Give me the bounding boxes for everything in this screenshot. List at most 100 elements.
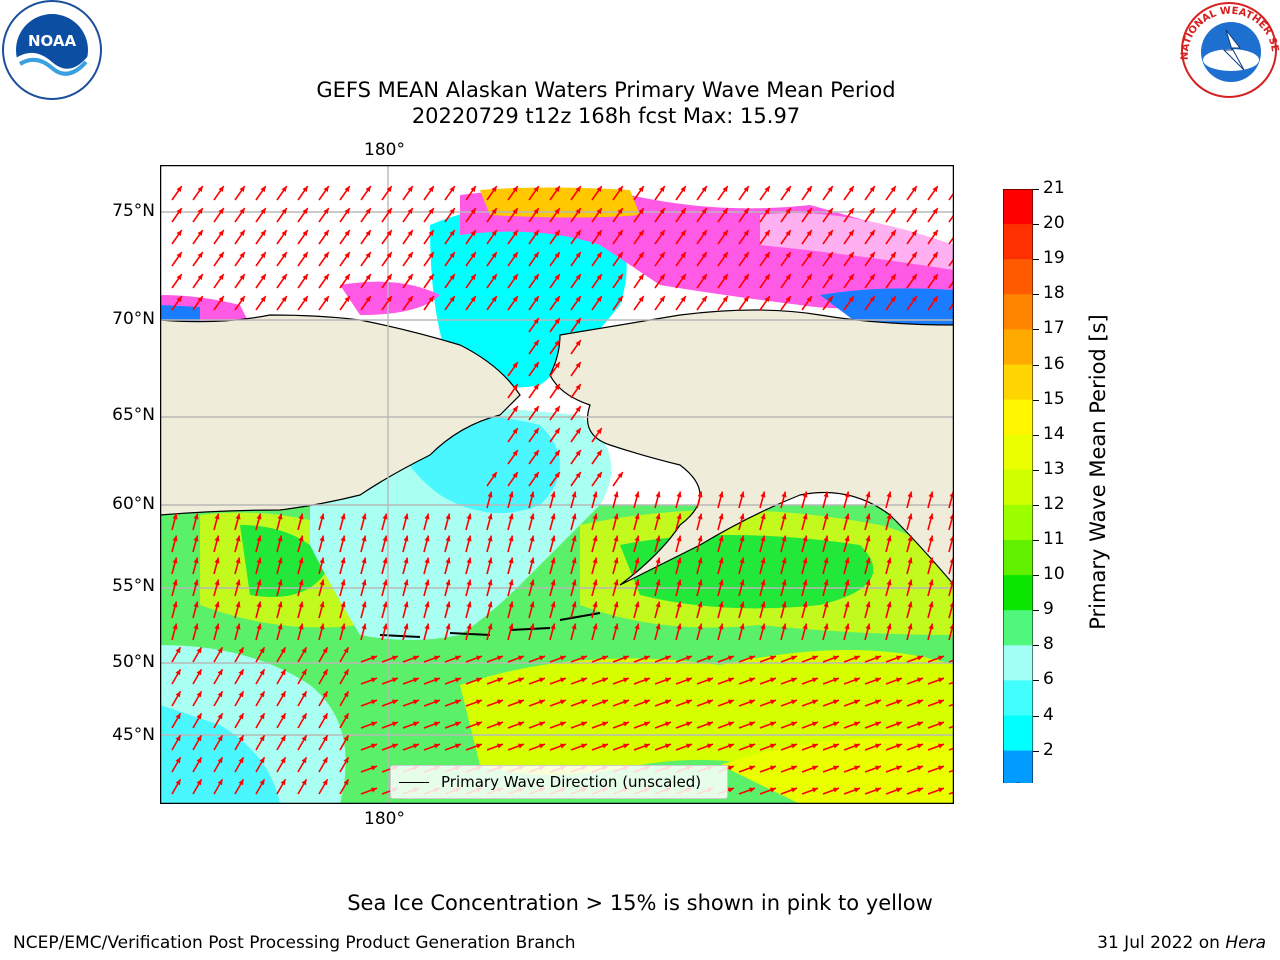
wave-arrow-head: [833, 743, 839, 749]
wave-arrow-head: [890, 274, 896, 280]
wave-arrow-head: [319, 579, 325, 586]
wave-arrow-head: [785, 296, 791, 302]
colorbar-segment: [1003, 399, 1033, 436]
wave-arrow-head: [175, 669, 181, 676]
wave-arrow-head: [865, 535, 871, 542]
wave-arrow-head: [917, 699, 923, 705]
wave-arrow-head: [854, 743, 860, 749]
wave-arrow-head: [487, 601, 493, 608]
wave-arrow-head: [449, 252, 455, 258]
wave-arrow-head: [428, 296, 434, 302]
wave-arrow-head: [739, 601, 745, 608]
wave-arrow-head: [911, 274, 917, 280]
wave-arrow-head: [424, 579, 430, 586]
wave-arrow-head: [823, 557, 829, 564]
wave-arrow-head: [434, 655, 440, 661]
wave-arrow-head: [686, 677, 692, 683]
wave-arrow-head: [575, 406, 581, 412]
wave-arrow-head: [497, 743, 503, 749]
wave-arrow-head: [686, 743, 692, 749]
wave-arrow-head: [596, 450, 602, 456]
wave-direction-arrows: [171, 185, 954, 795]
wave-arrow-head: [428, 186, 434, 192]
wave-arrow-head: [634, 557, 640, 564]
wave-arrow-head: [655, 623, 661, 630]
wave-arrow-head: [196, 757, 202, 764]
wave-arrow-head: [785, 274, 791, 280]
wave-arrow-head: [907, 513, 913, 520]
wave-arrow-head: [833, 765, 839, 771]
wave-arrow-head: [497, 721, 503, 727]
wave-arrow-head: [533, 186, 539, 192]
wave-arrow: [948, 725, 954, 729]
wave-arrow-head: [749, 677, 755, 683]
wave-arrow-head: [277, 557, 283, 564]
wave-arrow-head: [575, 472, 581, 478]
wave-arrow-head: [518, 677, 524, 683]
wave-arrow-head: [560, 677, 566, 683]
wave-arrow-head: [743, 230, 749, 236]
wave-arrow-head: [928, 513, 934, 520]
wave-arrow-head: [518, 721, 524, 727]
wave-arrow-head: [301, 647, 307, 654]
wave-arrow-head: [781, 557, 787, 564]
colorbar-tick-mark: [1033, 575, 1039, 577]
wave-arrow-head: [844, 601, 850, 608]
wave-arrow-head: [386, 230, 392, 236]
wave-arrow-head: [322, 779, 328, 786]
colorbar-tick-mark: [1033, 469, 1039, 471]
wave-arrow-head: [382, 623, 388, 630]
wave-arrow-head: [518, 655, 524, 661]
wave-arrow-head: [575, 208, 581, 214]
wave-arrow-head: [554, 450, 560, 456]
wave-arrow-head: [596, 208, 602, 214]
wave-arrow-head: [896, 721, 902, 727]
wave-arrow-head: [172, 513, 178, 520]
colorbar-tick-label: 21: [1043, 178, 1065, 198]
wave-arrow-head: [848, 186, 854, 192]
wave-arrow-head: [175, 757, 181, 764]
wave-arrow-head: [623, 721, 629, 727]
wave-arrow-head: [728, 787, 734, 793]
wave-arrow-head: [529, 535, 535, 542]
wave-arrow-head: [575, 318, 581, 324]
wave-arrow-head: [875, 787, 881, 793]
wave-arrow-head: [728, 765, 734, 771]
wave-arrow-head: [424, 557, 430, 564]
wave-arrow-head: [428, 230, 434, 236]
wave-arrow-head: [865, 557, 871, 564]
wave-arrow-head: [508, 601, 514, 608]
wave-arrow-head: [718, 491, 724, 498]
colorbar-tick-mark: [1033, 329, 1039, 331]
wave-arrow-head: [476, 677, 482, 683]
wave-arrow-head: [644, 655, 650, 661]
wave-arrow-head: [722, 208, 728, 214]
wave-arrow-head: [434, 699, 440, 705]
wave-arrow-head: [592, 579, 598, 586]
wave-arrow-head: [938, 743, 944, 749]
wave-arrow-head: [890, 230, 896, 236]
wave-arrow-head: [823, 513, 829, 520]
colorbar-tick-mark: [1033, 715, 1039, 717]
wave-arrow-head: [319, 557, 325, 564]
wave-arrow-head: [644, 677, 650, 683]
wave-arrow-head: [886, 557, 892, 564]
wave-arrow-head: [533, 252, 539, 258]
wave-arrow-head: [697, 513, 703, 520]
wave-arrow-head: [697, 623, 703, 630]
wave-arrow-head: [518, 699, 524, 705]
wave-arrow-head: [434, 743, 440, 749]
wave-arrow-head: [596, 428, 602, 434]
wave-arrow-head: [886, 601, 892, 608]
wave-arrow-head: [508, 579, 514, 586]
wave-arrow-head: [676, 535, 682, 542]
wave-arrow-head: [575, 384, 581, 390]
wave-arrow: [948, 681, 954, 685]
wave-arrow-head: [344, 208, 350, 214]
wave-arrow-head: [854, 787, 860, 793]
wave-arrow-head: [728, 699, 734, 705]
wave-arrow-head: [533, 230, 539, 236]
wave-arrow-head: [550, 557, 556, 564]
colorbar-segment: [1003, 294, 1033, 330]
wave-arrow-head: [634, 535, 640, 542]
